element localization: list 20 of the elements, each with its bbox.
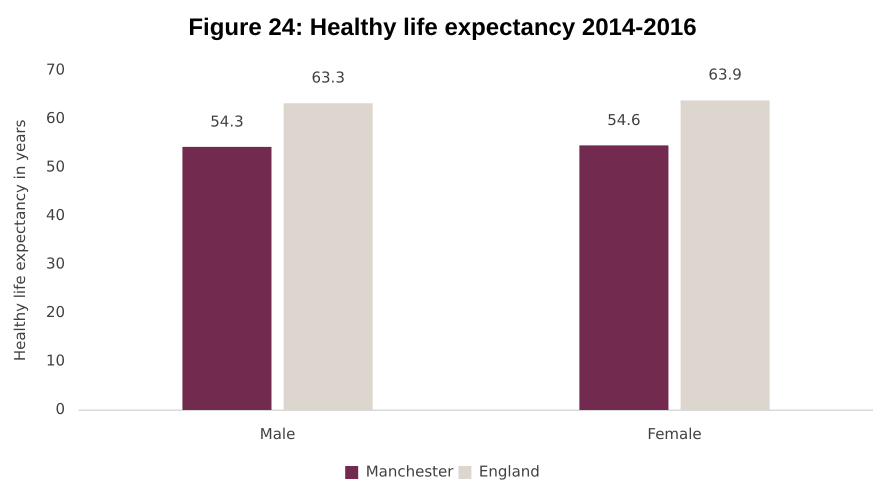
bar <box>182 146 272 410</box>
y-tick-label: 30 <box>46 254 66 273</box>
y-axis-title: Healthy life expectancy in years <box>10 119 29 362</box>
chart-title: Figure 24: Healthy life expectancy 2014-2016 <box>188 14 697 42</box>
y-tick-label: 70 <box>46 60 66 79</box>
data-label: 54.3 <box>210 112 244 130</box>
x-tick-label: Female <box>647 424 702 443</box>
legend-label: Manchester <box>366 462 454 480</box>
data-label: 63.9 <box>708 66 742 84</box>
legend-label: England <box>478 462 540 480</box>
x-tick-label: Male <box>260 424 296 443</box>
data-label: 54.6 <box>607 110 641 129</box>
y-tick-label: 60 <box>46 109 66 128</box>
data-label: 63.3 <box>311 68 345 87</box>
y-tick-label: 50 <box>46 158 66 176</box>
bar <box>579 145 668 410</box>
y-tick-label: 10 <box>46 351 66 370</box>
y-tick-label: 40 <box>46 206 66 224</box>
y-tick-label: 0 <box>56 400 66 418</box>
y-tick-label: 20 <box>46 302 66 321</box>
